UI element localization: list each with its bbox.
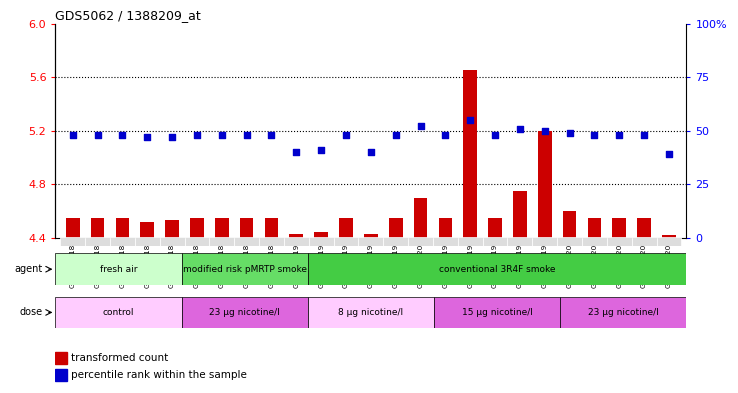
Point	[415, 123, 427, 130]
Point	[663, 151, 675, 157]
Bar	[657, 237, 681, 246]
Text: percentile rank within the sample: percentile rank within the sample	[71, 370, 247, 380]
Bar	[215, 218, 229, 238]
Text: dose: dose	[20, 307, 43, 318]
Bar	[463, 70, 477, 238]
Point	[564, 130, 576, 136]
Bar	[334, 237, 359, 246]
Bar	[632, 237, 657, 246]
Bar	[359, 237, 383, 246]
Bar	[85, 237, 110, 246]
Bar	[638, 218, 651, 238]
Bar	[587, 218, 601, 238]
Bar	[408, 237, 433, 246]
Point	[365, 149, 376, 155]
Bar	[55, 369, 66, 381]
Text: conventional 3R4F smoke: conventional 3R4F smoke	[439, 265, 555, 274]
Point	[241, 132, 252, 138]
Bar	[165, 220, 179, 238]
Bar	[557, 237, 582, 246]
Bar	[240, 218, 253, 238]
Bar	[458, 237, 483, 246]
Point	[489, 132, 501, 138]
Text: 15 μg nicotine/l: 15 μg nicotine/l	[461, 308, 533, 317]
Text: 23 μg nicotine/l: 23 μg nicotine/l	[210, 308, 280, 317]
Bar	[284, 237, 308, 246]
Point	[315, 147, 327, 153]
Bar	[182, 297, 308, 328]
Point	[439, 132, 451, 138]
Bar	[140, 222, 154, 238]
Point	[514, 125, 525, 132]
Point	[191, 132, 203, 138]
Bar	[339, 218, 353, 238]
Bar	[314, 232, 328, 238]
Text: fresh air: fresh air	[100, 265, 137, 274]
Point	[340, 132, 352, 138]
Text: modified risk pMRTP smoke: modified risk pMRTP smoke	[182, 265, 307, 274]
Point	[92, 132, 103, 138]
Bar	[55, 253, 182, 285]
Bar	[159, 237, 184, 246]
Point	[613, 132, 625, 138]
Point	[390, 132, 401, 138]
Bar	[116, 218, 129, 238]
Point	[166, 134, 178, 140]
Bar	[563, 211, 576, 238]
Bar	[55, 297, 182, 328]
Bar	[210, 237, 234, 246]
Bar	[66, 218, 80, 238]
Bar	[560, 297, 686, 328]
Bar	[513, 191, 527, 238]
Point	[588, 132, 600, 138]
Bar	[308, 237, 334, 246]
Text: transformed count: transformed count	[71, 353, 168, 363]
Bar	[364, 234, 378, 238]
Text: GDS5062 / 1388209_at: GDS5062 / 1388209_at	[55, 9, 201, 22]
Bar	[538, 130, 551, 238]
Bar	[55, 352, 66, 364]
Bar	[265, 218, 278, 238]
Bar	[508, 237, 532, 246]
Bar	[389, 218, 402, 238]
Bar	[190, 218, 204, 238]
Bar	[308, 253, 686, 285]
Bar	[414, 198, 427, 238]
Point	[539, 127, 551, 134]
Bar	[61, 237, 85, 246]
Bar	[532, 237, 557, 246]
Bar	[91, 218, 104, 238]
Point	[142, 134, 154, 140]
Bar	[383, 237, 408, 246]
Bar	[433, 237, 458, 246]
Bar	[184, 237, 210, 246]
Point	[117, 132, 128, 138]
Point	[291, 149, 303, 155]
Text: 8 μg nicotine/l: 8 μg nicotine/l	[338, 308, 404, 317]
Bar	[662, 235, 676, 238]
Bar	[259, 237, 284, 246]
Bar	[582, 237, 607, 246]
Point	[266, 132, 277, 138]
Point	[67, 132, 79, 138]
Point	[638, 132, 650, 138]
Bar	[182, 253, 308, 285]
Bar	[289, 234, 303, 238]
Point	[216, 132, 228, 138]
Text: agent: agent	[15, 264, 43, 274]
Bar	[234, 237, 259, 246]
Bar	[110, 237, 135, 246]
Point	[464, 117, 476, 123]
Bar	[438, 218, 452, 238]
Bar	[434, 297, 560, 328]
Bar	[489, 218, 502, 238]
Bar	[613, 218, 626, 238]
Bar	[308, 297, 434, 328]
Text: 23 μg nicotine/l: 23 μg nicotine/l	[588, 308, 658, 317]
Bar	[483, 237, 508, 246]
Bar	[135, 237, 159, 246]
Bar	[607, 237, 632, 246]
Text: control: control	[103, 308, 134, 317]
